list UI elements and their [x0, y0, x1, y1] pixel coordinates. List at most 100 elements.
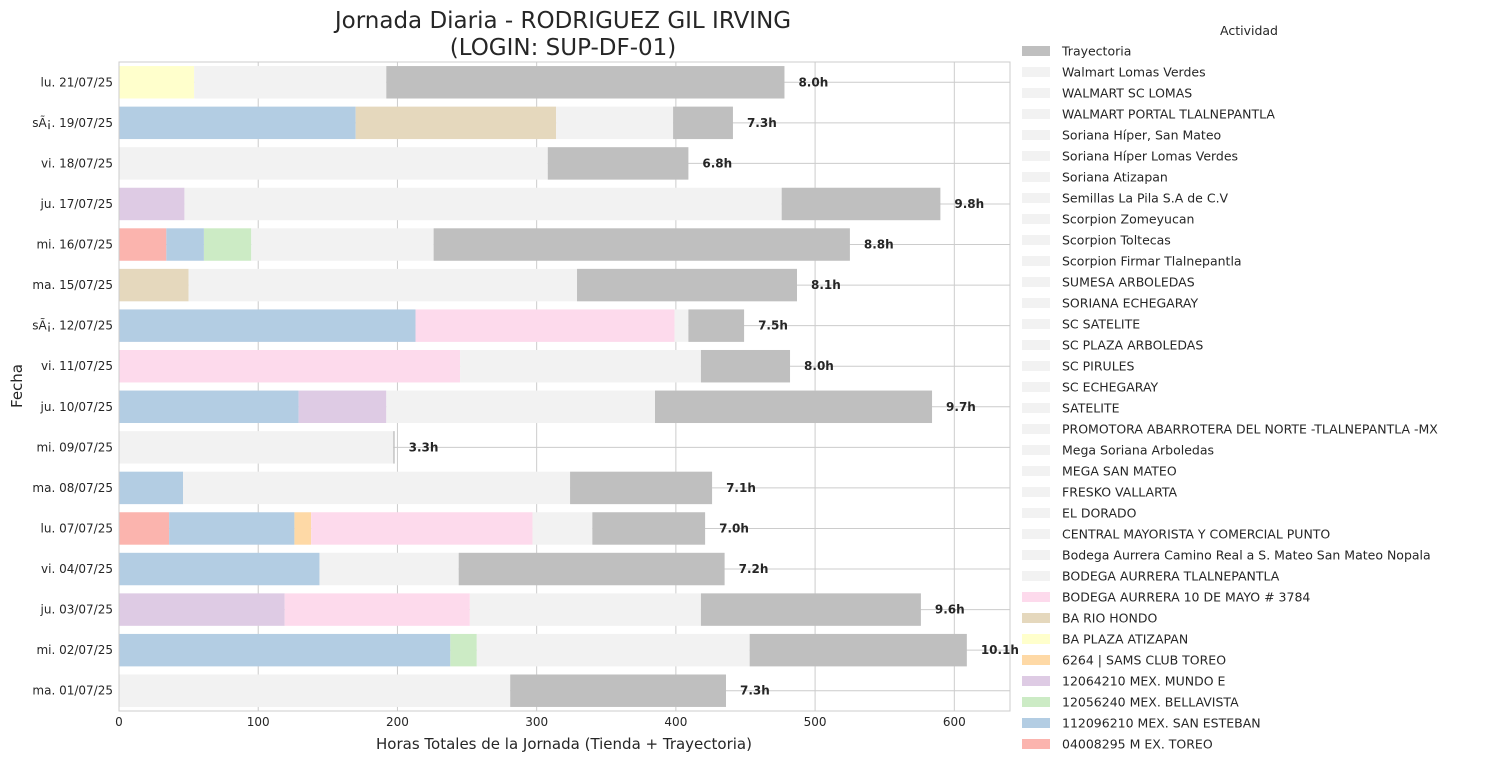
- bar-segment: [458, 552, 725, 586]
- plot-frame: [118, 61, 1011, 712]
- bar-segment: [673, 106, 733, 140]
- y-tick-label: sÃ¡. 19/07/25: [32, 115, 113, 130]
- legend-swatch: [1022, 46, 1050, 56]
- legend-swatch: [1022, 718, 1050, 728]
- legend-swatch: [1022, 340, 1050, 350]
- legend-swatch: [1022, 697, 1050, 707]
- legend-swatch: [1022, 739, 1050, 749]
- bar-segment: [688, 309, 745, 342]
- legend-entry: WALMART SC LOMAS: [1062, 86, 1192, 101]
- bar-segment: [460, 349, 701, 383]
- legend-swatch: [1022, 487, 1050, 497]
- legend-entry: 04008295 M EX. TOREO: [1062, 737, 1213, 752]
- legend-entry: Bodega Aurrera Camino Real a S. Mateo Sa…: [1062, 548, 1431, 563]
- legend-swatch: [1022, 445, 1050, 455]
- legend-swatch: [1022, 172, 1050, 182]
- y-tick-label: lu. 21/07/25: [41, 75, 113, 89]
- bar-total-label: 7.3h: [740, 684, 770, 698]
- legend-swatch: [1022, 67, 1050, 77]
- bar-segment: [119, 268, 189, 302]
- legend-entry: FRESKO VALLARTA: [1062, 485, 1178, 500]
- bar-total-label: 6.8h: [702, 156, 732, 170]
- bar-segment: [654, 390, 933, 424]
- legend: Actividad Trayectoria Walmart Lomas Verde…: [1022, 23, 1438, 752]
- bar-segment: [183, 471, 571, 505]
- bar-segment: [119, 349, 461, 383]
- legend-entry: WALMART PORTAL TLALNEPANTLA: [1062, 107, 1275, 122]
- bar-segment: [510, 674, 726, 707]
- bar-segment: [700, 593, 921, 626]
- legend-swatch: [1022, 256, 1050, 266]
- legend-entry: Semillas La Pila S.A de C.V: [1062, 191, 1229, 206]
- bar-total-label: 8.0h: [798, 75, 828, 89]
- legend-entry: Soriana Atizapan: [1062, 170, 1168, 185]
- legend-swatch: [1022, 403, 1050, 413]
- bar-total-label: 8.8h: [864, 238, 894, 252]
- y-tick-label: ma. 15/07/25: [32, 278, 113, 292]
- legend-swatch: [1022, 382, 1050, 392]
- bar-segment: [700, 349, 791, 383]
- legend-swatch: [1022, 88, 1050, 98]
- legend-swatch: [1022, 508, 1050, 518]
- bar-total-label: 7.3h: [747, 116, 777, 130]
- y-tick-label: ma. 01/07/25: [32, 684, 113, 698]
- bar-segment: [194, 66, 387, 99]
- legend-entry: MEGA SAN MATEO: [1062, 464, 1177, 479]
- bar-segment: [284, 593, 470, 626]
- bar-total-label: 8.0h: [804, 359, 834, 373]
- legend-entry: Soriana Híper Lomas Verdes: [1062, 149, 1238, 164]
- legend-entry: Scorpion Firmar Tlalnepantla: [1062, 254, 1242, 269]
- legend-swatch: [1022, 529, 1050, 539]
- y-tick-label: vi. 04/07/25: [41, 562, 113, 576]
- bar-segment: [749, 633, 967, 667]
- legend-swatch: [1022, 592, 1050, 602]
- bar-segment: [169, 512, 295, 545]
- bar-segment: [119, 187, 185, 221]
- legend-entry: SC PIRULES: [1062, 359, 1135, 374]
- bar-segment: [119, 309, 416, 342]
- bar-segment: [355, 106, 557, 140]
- x-tick-label: 100: [247, 715, 270, 729]
- bar-total-label: 7.2h: [739, 562, 769, 576]
- legend-entry: SC ECHEGARAY: [1062, 380, 1159, 395]
- legend-swatch: [1022, 109, 1050, 119]
- legend-swatch: [1022, 466, 1050, 476]
- bar-segment: [577, 268, 797, 302]
- y-axis-label: Fecha: [8, 364, 26, 408]
- bar-total-label: 9.7h: [946, 400, 976, 414]
- bar-segment: [119, 66, 195, 99]
- y-tick-label: sÃ¡. 12/07/25: [32, 318, 113, 333]
- bar-segment: [592, 512, 706, 545]
- bar-total-label: 3.3h: [409, 440, 439, 454]
- y-tick-label: mi. 16/07/25: [36, 238, 113, 252]
- y-tick-label: vi. 11/07/25: [41, 359, 113, 373]
- legend-entry: SATELITE: [1062, 401, 1120, 416]
- bar-segment: [386, 66, 785, 99]
- legend-swatch: [1022, 676, 1050, 686]
- legend-entry: Scorpion Zomeyucan: [1062, 212, 1194, 227]
- bar-segment: [319, 552, 459, 586]
- bar-segment: [119, 106, 356, 140]
- bar-segment: [119, 390, 299, 424]
- legend-entry: PROMOTORA ABARROTERA DEL NORTE -TLALNEPA…: [1062, 422, 1438, 437]
- bar-segment: [532, 512, 593, 545]
- bar-segment: [450, 633, 477, 667]
- legend-swatch: [1022, 634, 1050, 644]
- legend-entry: CENTRAL MAYORISTA Y COMERCIAL PUNTO: [1062, 527, 1330, 542]
- bar-segment: [311, 512, 533, 545]
- legend-swatch: [1022, 424, 1050, 434]
- legend-entry: 112096210 MEX. SAN ESTEBAN: [1062, 716, 1261, 731]
- legend-entry: SORIANA ECHEGARAY: [1062, 296, 1198, 311]
- y-tick-label: lu. 07/07/25: [41, 521, 113, 535]
- bar-segment: [166, 228, 204, 261]
- plot-area: 0 100 200 300 400 500 600 lu. 21/07/25 sÃ¡. 19/0…: [32, 61, 1019, 729]
- bar-segment: [298, 390, 387, 424]
- legend-swatch: [1022, 277, 1050, 287]
- legend-swatch: [1022, 193, 1050, 203]
- bar-segment: [184, 187, 782, 221]
- bar-segment: [674, 309, 689, 342]
- x-axis-label: Horas Totales de la Jornada (Tienda + Tr…: [376, 735, 752, 753]
- x-tick-label: 300: [525, 715, 548, 729]
- chart-subtitle: (LOGIN: SUP-DF-01): [450, 35, 677, 61]
